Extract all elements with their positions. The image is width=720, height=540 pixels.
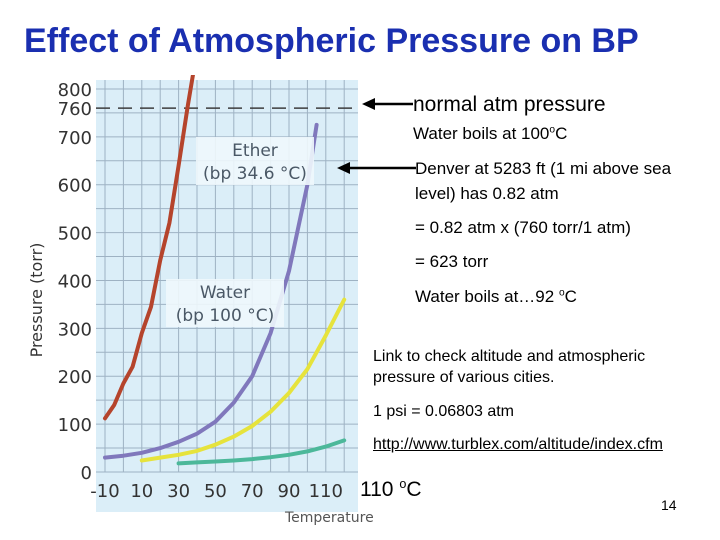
- series-line-ether: [103, 75, 195, 421]
- note-denver: Denver at 5283 ft (1 mi above sea level)…: [415, 159, 672, 203]
- y-tick-label: 100: [58, 415, 92, 436]
- note-psi: 1 psi = 0.06803 atm: [373, 403, 514, 420]
- altitude-link[interactable]: http://www.turblex.com/altitude/index.cf…: [373, 436, 663, 453]
- series-label-box: [196, 137, 314, 185]
- note-link-description: Link to check altitude and atmospheric p…: [373, 348, 646, 386]
- series-line-water: [103, 122, 319, 460]
- y-tick-label: 760: [58, 99, 92, 120]
- x-tick-label: 90: [278, 481, 301, 502]
- denver-arrowhead: [337, 162, 350, 174]
- series-line-unlabeled-2: [139, 297, 347, 463]
- series-label-box: [166, 279, 284, 327]
- x-tick-label: 70: [241, 481, 264, 502]
- slide-number: 14: [661, 497, 677, 513]
- series-label-ether: (bp 34.6 °C): [203, 164, 307, 184]
- series-line-unlabeled-3: [176, 438, 347, 466]
- x-tick-label: 10: [130, 481, 153, 502]
- note-water-boils-92: Water boils at…92 oC: [415, 287, 577, 306]
- normal-pressure-arrowhead: [362, 98, 375, 110]
- y-tick-label: 400: [58, 271, 92, 292]
- note-110-c: 110 oC: [360, 477, 422, 501]
- series-labels: Ether (bp 34.6 °C) Water (bp 100 °C): [166, 137, 314, 327]
- y-tick-label: 800: [58, 80, 92, 101]
- series-lines: [103, 75, 347, 466]
- page-title: Effect of Atmospheric Pressure on BP: [24, 22, 639, 60]
- y-tick-label: 0: [81, 463, 92, 484]
- x-tick-label: 50: [204, 481, 227, 502]
- note-torr: = 623 torr: [415, 252, 489, 271]
- series-label-water: (bp 100 °C): [176, 306, 274, 326]
- y-tick-label: 600: [58, 176, 92, 197]
- y-axis-label: Pressure (torr): [27, 243, 46, 358]
- y-tick-label: 300: [58, 319, 92, 340]
- arrows: [337, 98, 416, 174]
- note-normal-atm: normal atm pressure: [413, 93, 606, 116]
- series-label-water: Water: [200, 283, 250, 303]
- y-tick-label: 700: [58, 128, 92, 149]
- y-tick-label: 200: [58, 367, 92, 388]
- note-calc: = 0.82 atm x (760 torr/1 atm): [415, 218, 631, 237]
- series-label-ether: Ether: [232, 141, 278, 161]
- x-axis-label: Temperature: [284, 510, 374, 526]
- x-tick-label: -10: [90, 481, 119, 502]
- note-water-boils-100: Water boils at 100oC: [413, 124, 568, 143]
- x-tick-label: 110: [309, 481, 343, 502]
- y-tick-label: 500: [58, 224, 92, 245]
- x-tick-label: 30: [167, 481, 190, 502]
